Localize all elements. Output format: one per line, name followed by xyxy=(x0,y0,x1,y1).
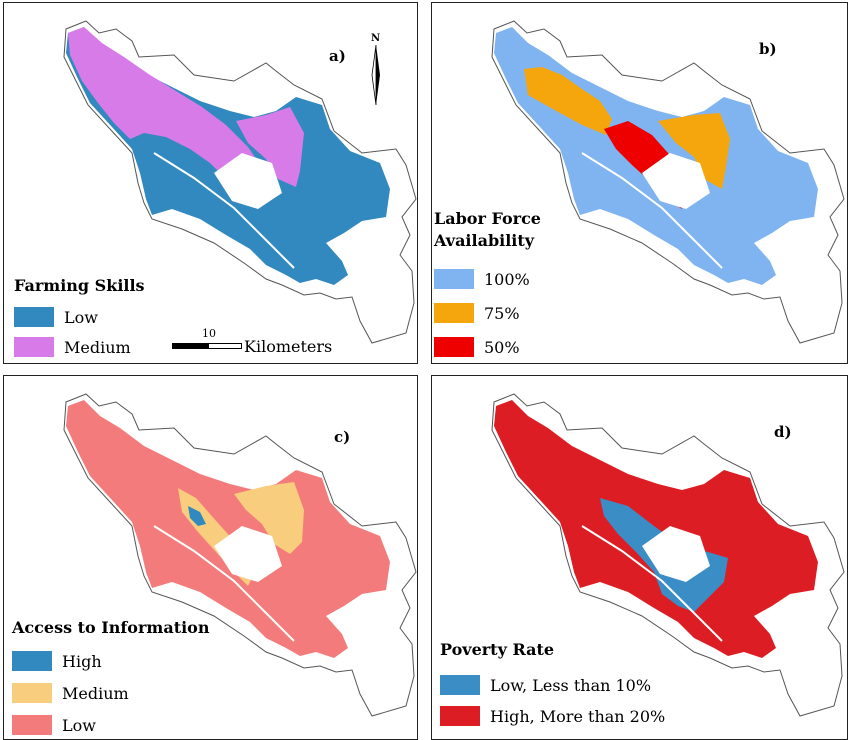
legend-label: High, More than 20% xyxy=(490,706,666,726)
river xyxy=(581,152,723,269)
legend-swatch xyxy=(440,675,480,695)
panel-poverty-rate: d) Poverty Rate Low, Less than 10% High,… xyxy=(431,375,848,740)
legend-title: Labor Force Availability xyxy=(434,208,541,252)
legend-swatch xyxy=(14,337,54,357)
legend-label: High xyxy=(62,651,102,671)
panel-labor-force: b) Labor Force Availability 100% 75% 50% xyxy=(431,2,848,364)
legend-label: Low xyxy=(62,715,96,735)
map-poverty-rate xyxy=(491,393,845,717)
legend-item-high: High xyxy=(12,651,102,671)
region-high xyxy=(188,506,206,526)
panel-label: b) xyxy=(759,40,777,58)
legend-item-medium: Medium xyxy=(12,683,129,703)
legend-label: 100% xyxy=(484,269,530,289)
legend-label: Low xyxy=(64,307,98,327)
legend-title: Farming Skills xyxy=(14,276,145,295)
legend-swatch xyxy=(12,715,52,735)
legend-swatch xyxy=(12,683,52,703)
legend-label: Low, Less than 10% xyxy=(490,675,652,695)
legend-swatch xyxy=(434,303,474,323)
legend-swatch xyxy=(434,337,474,357)
legend-title-line1: Labor Force xyxy=(434,209,541,228)
legend-item-75: 75% xyxy=(434,303,520,323)
legend-item-50: 50% xyxy=(434,337,520,357)
legend-item-medium: Medium xyxy=(14,337,131,357)
scale-segment-black xyxy=(172,343,208,349)
legend-item-low: Low, Less than 10% xyxy=(440,675,651,695)
legend-swatch xyxy=(14,307,54,327)
panel-label: a) xyxy=(329,47,346,65)
scale-number: 10 xyxy=(202,327,216,340)
region-75-north xyxy=(524,67,612,135)
legend-item-low: Low xyxy=(14,307,98,327)
panel-farming-skills: a) N Farming Skills Low Medium 10 Kilome… xyxy=(3,2,418,364)
river xyxy=(153,152,295,269)
legend-swatch xyxy=(440,706,480,726)
legend-item-100: 100% xyxy=(434,269,530,289)
region-medium-east xyxy=(234,482,304,554)
map-access-information xyxy=(63,393,417,717)
legend-swatch xyxy=(12,651,52,671)
river xyxy=(581,525,723,642)
panel-label: d) xyxy=(774,423,792,441)
legend-title-line2: Availability xyxy=(434,231,535,250)
river xyxy=(153,525,295,642)
panel-label: c) xyxy=(334,428,351,446)
legend-swatch xyxy=(434,269,474,289)
map-labor-force xyxy=(491,20,845,344)
legend-label: 75% xyxy=(484,303,520,323)
north-label: N xyxy=(371,33,381,44)
legend-label: Medium xyxy=(64,337,131,357)
legend-title: Access to Information xyxy=(12,618,210,637)
scale-unit: Kilometers xyxy=(244,337,333,356)
legend-label: 50% xyxy=(484,337,520,357)
legend-item-low: Low xyxy=(12,715,96,735)
region-75-east xyxy=(658,113,730,189)
legend-label: Medium xyxy=(62,683,129,703)
map-farming-skills xyxy=(63,20,417,344)
legend-item-high: High, More than 20% xyxy=(440,706,665,726)
legend-title: Poverty Rate xyxy=(440,640,555,659)
panel-access-information: c) Access to Information High Medium Low xyxy=(3,375,418,740)
scale-segment-white xyxy=(208,343,242,349)
